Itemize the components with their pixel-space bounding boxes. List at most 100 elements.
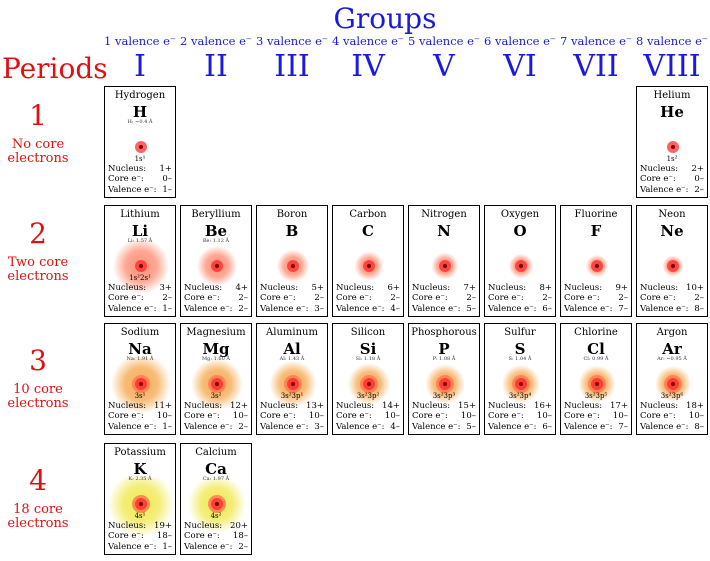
element-name: Potassium — [114, 447, 166, 458]
nucleus-charge-label: Nucleus: — [184, 520, 223, 531]
valence-electrons-label: Valence e⁻: — [260, 303, 309, 314]
element-symbol: Ne — [660, 222, 684, 240]
group-valence-label: 8 valence e⁻ — [636, 34, 708, 48]
atom-model: Na: 1.91 Å 3s¹ — [105, 354, 175, 419]
atom-drawing — [667, 141, 679, 153]
period-label: 1 No core electrons — [0, 100, 76, 166]
electron-config: 4s¹ — [134, 512, 146, 520]
nucleus-charge-label: Nucleus: — [412, 400, 451, 411]
core-electrons-value: 2– — [390, 293, 400, 303]
nucleus-charge-label: Nucleus: — [640, 282, 679, 293]
nucleus-charge-row: Nucleus: 13+ — [260, 401, 324, 412]
element-symbol: P — [438, 340, 450, 358]
element-counts: Nucleus: 20+ Core e⁻: 18– Valence e⁻: 2– — [184, 521, 248, 553]
group-valence-label: 4 valence e⁻ — [332, 34, 404, 48]
valence-electrons-row: Valence e⁻: 8– — [640, 304, 704, 315]
atomic-radius-label: Be: 1.12 Å — [202, 238, 230, 244]
element-name: Carbon — [349, 209, 387, 220]
valence-electrons-row: Valence e⁻: 7– — [564, 422, 628, 433]
electron-config: 3s²3p⁵ — [584, 392, 608, 400]
valence-electrons-label: Valence e⁻: — [108, 184, 157, 195]
electron-config: 3s²3p¹ — [280, 392, 304, 400]
atom-model: 1s² — [637, 120, 707, 182]
atom-model — [637, 239, 707, 301]
atom-drawing — [585, 254, 609, 278]
period-number: 4 — [29, 464, 47, 497]
atom-model: Be: 1.12 Å — [181, 238, 251, 301]
nucleus-charge-row: Nucleus: 14+ — [336, 401, 400, 412]
nucleus-charge-value: 4+ — [235, 282, 248, 293]
group-valence-label: 5 valence e⁻ — [408, 34, 480, 48]
atom-drawing — [108, 471, 174, 537]
valence-electrons-value: 2– — [238, 541, 248, 552]
nucleus-charge-value: 9+ — [615, 282, 628, 293]
valence-electrons-value: 1– — [162, 421, 172, 432]
nucleus-charge-value: 13+ — [306, 400, 324, 411]
element-name: Helium — [653, 90, 691, 101]
core-electrons-row: Core e⁻: 10– — [108, 411, 172, 422]
nucleus-charge-label: Nucleus: — [184, 400, 223, 411]
valence-electrons-value: 8– — [694, 421, 704, 432]
nucleus-charge-label: Nucleus: — [336, 282, 375, 293]
element-cell: Boron B Nucleus: 5+ Core e⁻: 2– Valence e⁻: 3– — [256, 205, 328, 317]
valence-electrons-row: Valence e⁻: 2– — [184, 542, 248, 553]
nucleus-charge-row: Nucleus: 18+ — [640, 401, 704, 412]
atomic-radius-label: H: ~0.4 Å — [127, 119, 153, 125]
valence-electrons-value: 2– — [238, 303, 248, 314]
atom-model: Li: 1.57 Å 1s²2s¹ — [105, 238, 175, 301]
core-electrons-row: Core e⁻: 2– — [640, 293, 704, 304]
atom-model: Al: 1.43 Å 3s²3p¹ — [257, 356, 327, 419]
element-name: Neon — [658, 209, 686, 220]
core-electrons-row: Core e⁻: 10– — [184, 411, 248, 422]
nucleus-charge-label: Nucleus: — [108, 400, 147, 411]
core-electrons-row: Core e⁻: 2– — [488, 293, 552, 304]
element-cell: Nitrogen N Nucleus: 7+ Core e⁻: 2– Valence e⁻:… — [408, 205, 480, 317]
nucleus — [215, 264, 219, 268]
element-symbol: K — [133, 460, 147, 478]
element-symbol: Mg — [202, 340, 230, 358]
core-electrons-value: 2– — [238, 293, 248, 303]
nucleus-charge-label: Nucleus: — [412, 282, 451, 293]
core-electrons-label: Core e⁻: — [564, 293, 600, 303]
valence-electrons-label: Valence e⁻: — [488, 303, 537, 314]
element-name: Aluminum — [266, 327, 318, 338]
atom-drawing — [269, 360, 317, 408]
nucleus-charge-row: Nucleus: 11+ — [108, 401, 172, 412]
element-symbol: Al — [283, 340, 301, 358]
atomic-radius-label: P: 1.08 Å — [432, 356, 456, 362]
element-counts: Nucleus: 3+ Core e⁻: 2– Valence e⁻: 1– — [108, 283, 172, 315]
electron-config: 3s²3p³ — [432, 392, 456, 400]
element-cell: Beryllium Be Be: 1.12 Å Nucleus: 4+ Core e⁻: 2… — [180, 205, 252, 317]
valence-electrons-row: Valence e⁻: 4– — [336, 304, 400, 315]
group-header: 1 valence e⁻ I — [103, 34, 177, 84]
atom-drawing — [187, 474, 247, 534]
nucleus-charge-value: 18+ — [686, 400, 704, 411]
element-counts: Nucleus: 1+ Core e⁻: 0– Valence e⁻: 1– — [108, 164, 172, 196]
nucleus-charge-row: Nucleus: 5+ — [260, 283, 324, 294]
valence-electrons-label: Valence e⁻: — [184, 303, 233, 314]
core-electrons-label: Core e⁻: — [260, 293, 296, 303]
core-electrons-value: 2– — [466, 293, 476, 303]
nucleus-charge-value: 11+ — [154, 400, 172, 411]
element-cell: Aluminum Al Al: 1.43 Å 3s²3p¹ Nucleus: 13+ Cor… — [256, 323, 328, 435]
valence-electrons-label: Valence e⁻: — [640, 303, 689, 314]
atom-model: Ar: ~0.95 Å 3s²3p⁶ — [637, 356, 707, 419]
core-electrons-value: 10– — [612, 411, 628, 421]
atom-drawing — [348, 363, 390, 405]
group-header: 6 valence e⁻ VI — [483, 34, 557, 84]
nucleus — [139, 502, 143, 506]
electron-config: 3s²3p⁴ — [508, 392, 532, 400]
electron-config: 3s²3p⁶ — [660, 392, 684, 400]
atomic-radius-label: Li: 1.57 Å — [127, 238, 153, 244]
group-header: 5 valence e⁻ V — [407, 34, 481, 84]
core-electrons-row: Core e⁻: 2– — [336, 293, 400, 304]
core-electrons-row: Core e⁻: 0– — [640, 174, 704, 185]
atomic-radius-label: Ar: ~0.95 Å — [657, 356, 687, 362]
period-number: 3 — [29, 344, 47, 377]
nucleus-charge-row: Nucleus: 3+ — [108, 283, 172, 294]
nucleus — [595, 264, 599, 268]
nucleus-charge-row: Nucleus: 6+ — [336, 283, 400, 294]
valence-electrons-row: Valence e⁻: 4– — [336, 422, 400, 433]
element-cell: Lithium Li Li: 1.57 Å 1s²2s¹ Nucleus: 3+ Core … — [104, 205, 176, 317]
valence-electrons-label: Valence e⁻: — [108, 303, 157, 314]
